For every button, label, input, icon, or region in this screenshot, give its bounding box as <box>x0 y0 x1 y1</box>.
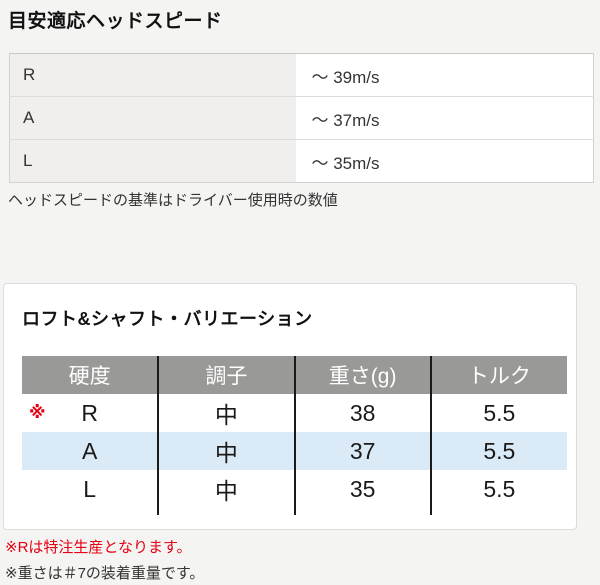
variation-title: ロフト&シャフト・バリエーション <box>22 309 313 329</box>
cell-hardness-a: A <box>22 432 159 470</box>
header-torque: トルク <box>429 356 567 394</box>
flex-label-a: A <box>9 96 296 140</box>
table-row: R ～ 39m/s <box>9 53 594 97</box>
header-hardness: 硬度 <box>22 356 159 394</box>
table-row-l: L 中 35 5.5 <box>22 470 567 508</box>
cell-torque-r: 5.5 <box>429 394 567 432</box>
flex-label-r: R <box>9 53 296 97</box>
cell-torque-l: 5.5 <box>429 470 567 508</box>
flex-label-l: L <box>9 139 296 183</box>
table-row-a: A 中 37 5.5 <box>22 432 567 470</box>
header-weight: 重さ(g) <box>293 356 431 394</box>
head-speed-note: ヘッドスピードの基準はドライバー使用時の数値 <box>8 192 338 209</box>
header-flex-point: 調子 <box>157 356 295 394</box>
variation-card: ロフト&シャフト・バリエーション 硬度 調子 重さ(g) トルク ※ R 中 3… <box>3 283 577 530</box>
table-header-row: 硬度 調子 重さ(g) トルク <box>22 356 567 394</box>
custom-order-mark: ※ <box>29 403 46 422</box>
cell-torque-a: 5.5 <box>429 432 567 470</box>
note-weight-basis: ※重さは＃7の装着重量です。 <box>5 565 205 582</box>
table-row: L ～ 35m/s <box>9 139 594 183</box>
cell-flex-a: 中 <box>157 432 295 470</box>
speed-value-l: ～ 35m/s <box>295 139 594 183</box>
cell-hardness-l: L <box>83 475 97 502</box>
variation-table: 硬度 調子 重さ(g) トルク ※ R 中 38 5.5 A 中 37 5.5 <box>22 356 567 515</box>
head-speed-title: 目安適応ヘッドスピード <box>8 11 223 32</box>
speed-value-a: ～ 37m/s <box>295 96 594 140</box>
cell-weight-a: 37 <box>293 432 431 470</box>
table-spacer-row <box>22 508 567 515</box>
head-speed-table: R ～ 39m/s A ～ 37m/s L ～ 35m/s <box>9 53 594 183</box>
table-row: A ～ 37m/s <box>9 96 594 140</box>
cell-weight-l: 35 <box>293 470 431 508</box>
speed-value-r: ～ 39m/s <box>295 53 594 97</box>
hardness-value: R <box>81 399 98 426</box>
table-row-r: ※ R 中 38 5.5 <box>22 394 567 432</box>
cell-hardness-r: ※ R <box>22 394 158 432</box>
cell-flex-r: 中 <box>157 394 295 432</box>
cell-flex-l: 中 <box>157 470 295 508</box>
cell-weight-r: 38 <box>293 394 431 432</box>
note-custom-order: ※Rは特注生産となります。 <box>5 539 192 556</box>
